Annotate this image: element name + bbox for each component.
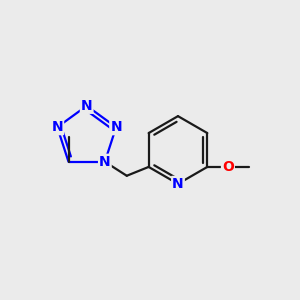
Text: N: N xyxy=(52,120,63,134)
Text: N: N xyxy=(81,99,92,113)
Text: O: O xyxy=(222,160,234,174)
Text: N: N xyxy=(172,177,184,191)
Text: N: N xyxy=(110,120,122,134)
Text: N: N xyxy=(99,155,111,169)
